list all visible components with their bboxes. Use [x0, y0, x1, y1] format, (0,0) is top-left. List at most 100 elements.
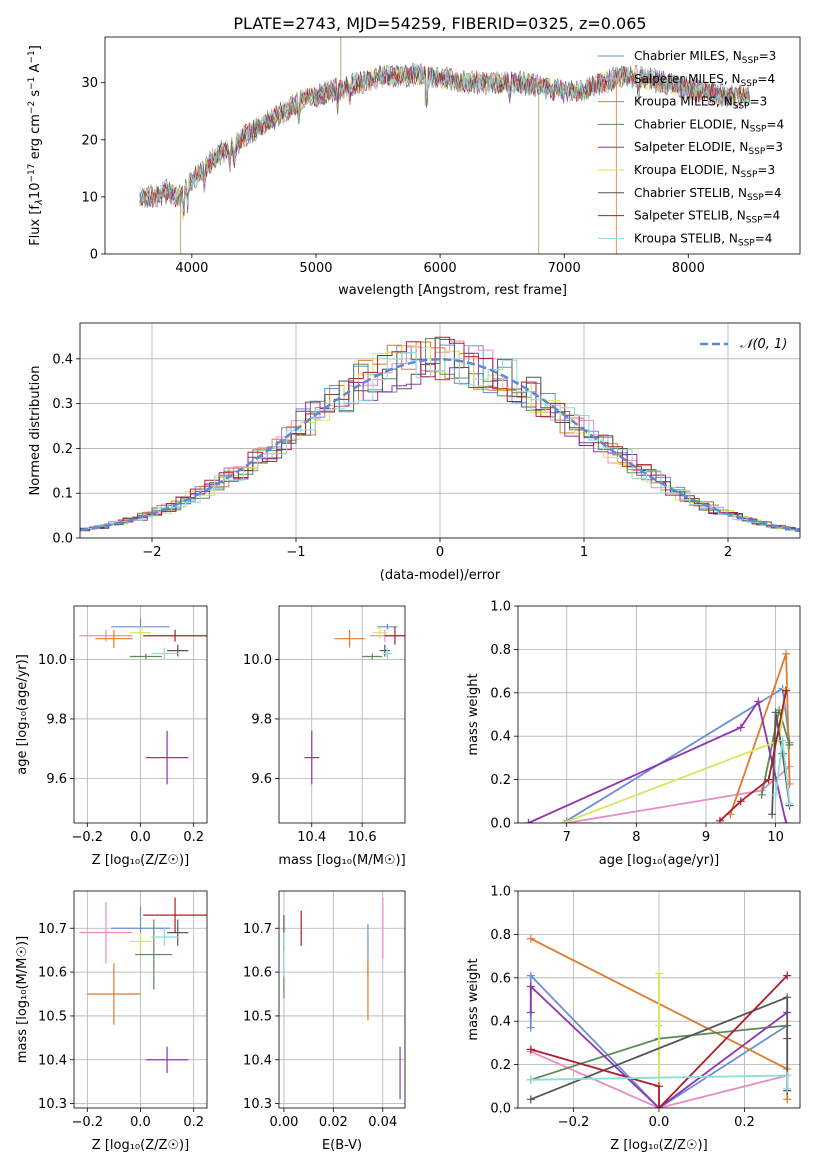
y-axis-label: Normed distribution — [28, 366, 43, 496]
weight-marker — [783, 1095, 792, 1104]
x-tick-label: 9 — [702, 830, 710, 845]
histogram-step — [80, 352, 800, 532]
legend-label: Chabrier MILES, NSSP=3 — [634, 49, 776, 66]
y-tick-label: 0.6 — [490, 971, 511, 986]
x-tick-label: 7000 — [548, 261, 581, 276]
weight-line — [566, 687, 791, 822]
weight-marker — [785, 740, 794, 749]
weight-marker — [655, 1082, 663, 1091]
legend-label: Salpeter STELIB, NSSP=4 — [634, 209, 780, 226]
axes-frame — [73, 605, 208, 824]
plot-area — [80, 323, 800, 538]
axes-frame — [517, 890, 801, 1109]
y-tick-label: 0.8 — [490, 928, 511, 943]
figure-title: PLATE=2743, MJD=54259, FIBERID=0325, z=0… — [233, 14, 646, 33]
spectrum-line — [139, 64, 750, 216]
y-axis-label: mass weight — [466, 673, 481, 755]
y-tick-label: 10.5 — [243, 1009, 272, 1024]
x-axis-label: wavelength [Angstrom, rest frame] — [338, 283, 567, 298]
plot-area — [139, 37, 750, 254]
x-tick-label: 2 — [724, 545, 732, 560]
x-tick-label: 0.2 — [183, 830, 204, 845]
x-tick-label: 0.00 — [269, 1115, 298, 1130]
weight-marker — [785, 799, 794, 808]
y-tick-label: 0.4 — [52, 352, 73, 367]
axes-frame — [278, 605, 406, 824]
x-tick-label: 10 — [767, 830, 784, 845]
weight-marker — [524, 819, 533, 823]
y-tick-label: 9.6 — [46, 772, 67, 787]
weight-marker — [526, 1023, 535, 1032]
weight-marker — [757, 790, 766, 799]
weight-marker — [736, 797, 745, 806]
histogram-step — [80, 336, 800, 532]
y-tick-label: 0.0 — [490, 817, 511, 832]
y-tick-label: 0.2 — [490, 773, 511, 788]
x-tick-label: 0.2 — [734, 1115, 755, 1130]
y-axis-label: age [log₁₀(age/yr)] — [15, 654, 30, 775]
weight-marker — [526, 1075, 535, 1084]
axes-spectrum: 4000 5000 6000 7000 8000 0 10 20 30 wavelength [A… — [27, 36, 801, 298]
y-tick-label: 9.6 — [251, 772, 272, 787]
axes-residuals: −2 −1 0 1 2 0.0 0.1 0.2 0.3 0.4 (data-model)/error… — [28, 322, 801, 583]
x-tick-label: 0 — [436, 545, 444, 560]
weight-marker — [783, 1034, 792, 1043]
weight-marker — [782, 819, 791, 823]
spectrum-line — [139, 64, 750, 222]
weight-marker — [783, 971, 792, 980]
y-tick-label: 10.7 — [38, 922, 67, 937]
axes-frame — [79, 322, 801, 539]
weight-marker — [526, 1045, 535, 1054]
y-tick-label: 9.8 — [251, 712, 272, 727]
y-tick-label: 0.1 — [52, 487, 73, 502]
axes-frame — [73, 890, 208, 1109]
weight-line — [530, 995, 789, 1101]
weight-line — [529, 984, 788, 1108]
weight-marker — [559, 819, 568, 823]
y-tick-label: 10.6 — [243, 966, 272, 981]
x-tick-label: −0.2 — [72, 830, 104, 845]
axes-mass_vs_ebv: 0.00 0.02 0.04 10.3 10.4 10.5 10.6 10.7 E(B-V) — [243, 890, 406, 1153]
x-tick-label: 6000 — [424, 261, 457, 276]
weight-marker — [768, 810, 777, 819]
y-tick-label: 10.4 — [38, 1053, 67, 1068]
weight-marker — [771, 790, 780, 799]
plot-area — [279, 606, 405, 823]
y-tick-label: 0 — [90, 248, 98, 263]
y-tick-label: 1.0 — [490, 885, 511, 900]
y-tick-label: 0.6 — [490, 686, 511, 701]
weight-marker — [526, 982, 535, 991]
y-tick-label: 0.0 — [490, 1102, 511, 1117]
y-tick-label: 10 — [81, 190, 98, 205]
axes-frame — [278, 890, 406, 1109]
y-tick-label: 30 — [81, 76, 98, 91]
weight-line — [719, 690, 787, 822]
y-tick-label: 20 — [81, 133, 98, 148]
weight-marker — [764, 775, 773, 784]
y-axis-label: Flux [fλ10−17 erg cm−2 s−1 A−1] — [27, 45, 45, 246]
legend-label: 𝒩(0, 1) — [740, 337, 787, 352]
axes-frame — [104, 36, 801, 255]
weight-marker — [526, 934, 535, 943]
weight-line — [566, 765, 791, 823]
y-tick-label: 10.0 — [38, 653, 67, 668]
weight-marker — [783, 1071, 792, 1080]
y-tick-label: 10.3 — [38, 1097, 67, 1112]
plot-area — [518, 606, 800, 823]
spectrum-line — [139, 64, 750, 212]
x-axis-label: age [log₁₀(age/yr)] — [599, 853, 720, 868]
weight-marker — [771, 708, 780, 717]
x-tick-label: −0.2 — [558, 1115, 590, 1130]
y-tick-label: 0.2 — [52, 442, 73, 457]
axes-frame — [517, 605, 801, 824]
weight-marker — [715, 816, 724, 823]
x-axis-label: E(B-V) — [322, 1138, 362, 1153]
x-tick-label: 10.4 — [297, 830, 326, 845]
plot-area — [279, 891, 405, 1108]
x-tick-label: −0.2 — [72, 1115, 104, 1130]
y-axis-label: mass weight — [466, 958, 481, 1040]
weight-marker — [783, 1084, 792, 1093]
weight-marker — [778, 749, 787, 758]
y-tick-label: 10.4 — [243, 1053, 272, 1068]
x-tick-label: 0.02 — [319, 1115, 348, 1130]
